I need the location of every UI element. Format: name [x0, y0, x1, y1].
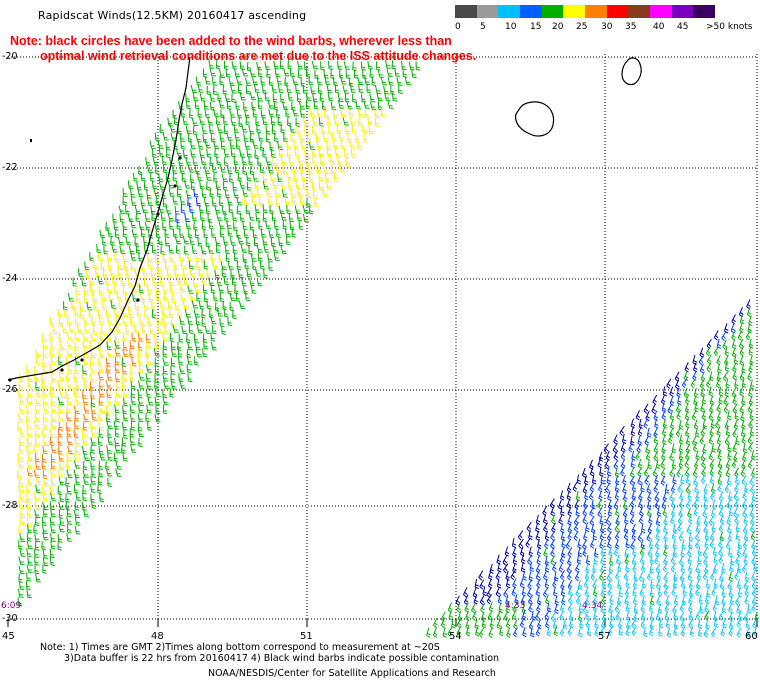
- lon-label-54: 54: [449, 631, 462, 642]
- legend-swatch: [585, 5, 608, 18]
- time-label-east-2: 4:34: [582, 601, 603, 611]
- lat-label-28: -28: [2, 500, 18, 511]
- reunion-island: [515, 101, 555, 137]
- footer-note-1: Note: 1) Times are GMT 2)Times along bot…: [40, 642, 440, 653]
- legend-label: 0: [455, 22, 461, 32]
- lon-label-45: 45: [2, 631, 15, 642]
- contamination-marker: [80, 358, 84, 362]
- time-label-east-1: 4:33: [505, 601, 526, 611]
- legend-label: 25: [576, 22, 588, 32]
- legend-label: >50 knots: [706, 22, 753, 32]
- legend-label: 45: [677, 22, 689, 32]
- legend-label: 40: [653, 22, 665, 32]
- legend-label: 15: [530, 22, 542, 32]
- madagascar-coast: [7, 56, 191, 381]
- contamination-marker: [173, 184, 177, 188]
- contamination-marker: [60, 368, 64, 372]
- lat-label-24: -24: [2, 273, 18, 284]
- legend-swatch: [563, 5, 586, 18]
- legend-swatch: [671, 5, 694, 18]
- attitude-note: Note: black circles have been added to t…: [10, 34, 570, 64]
- legend-swatch: [476, 5, 499, 18]
- lon-label-60: 60: [745, 631, 758, 642]
- legend-swatch: [650, 5, 673, 18]
- time-label-west: 6:09: [1, 601, 22, 611]
- coastlines: [7, 56, 642, 381]
- legend-swatch: [628, 5, 651, 18]
- note-line-1: Note: black circles have been added to t…: [10, 34, 452, 48]
- map-title: Rapidscat Winds(12.5KM) 20160417 ascendi…: [38, 9, 307, 22]
- lat-label-22: -22: [2, 162, 18, 173]
- mauritius-island: [621, 57, 642, 86]
- lon-label-57: 57: [598, 631, 611, 642]
- legend-swatch: [541, 5, 564, 18]
- legend-label: 5: [480, 22, 486, 32]
- footer-note-2: 3)Data buffer is 22 hrs from 20160417 4)…: [64, 653, 500, 664]
- contamination-marker: [136, 298, 140, 302]
- lat-label-20: -20: [2, 51, 18, 62]
- legend-swatch: [693, 5, 716, 18]
- lon-label-48: 48: [151, 631, 164, 642]
- note-line-2: optimal wind retrieval conditions are me…: [40, 49, 477, 63]
- lat-lon-grid: [7, 54, 758, 627]
- legend-swatch: [455, 5, 478, 18]
- legend-label: 10: [505, 22, 517, 32]
- legend-label: 35: [625, 22, 637, 32]
- footer-credit: NOAA/NESDIS/Center for Satellite Applica…: [208, 668, 496, 679]
- legend-swatch: [520, 5, 543, 18]
- lat-label-26: -26: [2, 384, 18, 395]
- legend-swatch: [606, 5, 629, 18]
- contamination-marker: [178, 156, 182, 160]
- wind-barbs: [8, 59, 759, 639]
- islet: [30, 139, 32, 142]
- legend-swatch: [498, 5, 521, 18]
- legend-label: 20: [552, 22, 564, 32]
- lon-label-51: 51: [300, 631, 313, 642]
- lat-label-30: -30: [2, 613, 18, 624]
- legend-label: 30: [601, 22, 613, 32]
